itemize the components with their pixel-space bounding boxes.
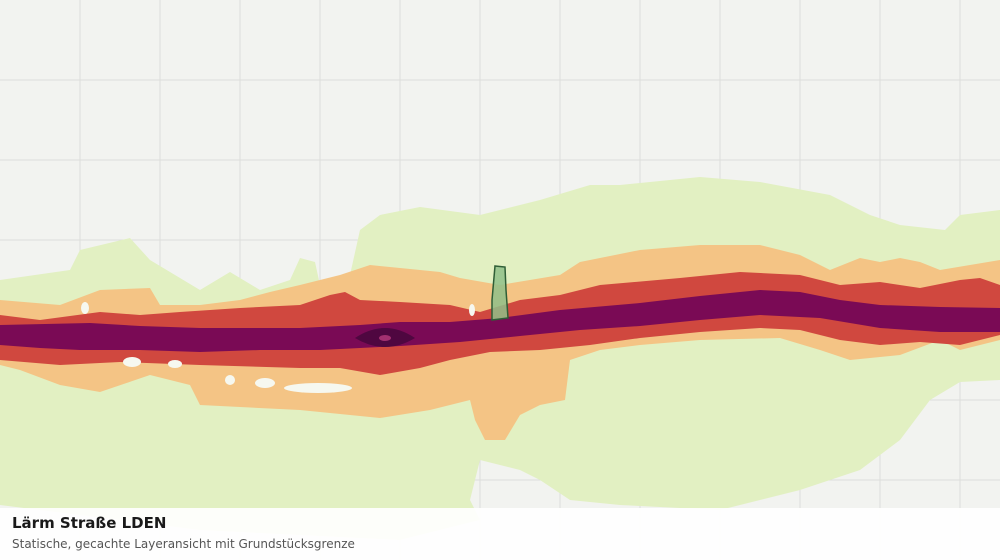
caption-panel	[0, 508, 1000, 560]
noise-zone-very-high	[0, 290, 1000, 352]
noise-core	[379, 335, 391, 341]
layer-title: Lärm Straße LDEN	[12, 514, 166, 532]
noise-gaps	[81, 302, 475, 393]
parcel-boundary	[491, 265, 509, 321]
layer-subtitle: Statische, gecachte Layeransicht mit Gru…	[12, 537, 355, 551]
